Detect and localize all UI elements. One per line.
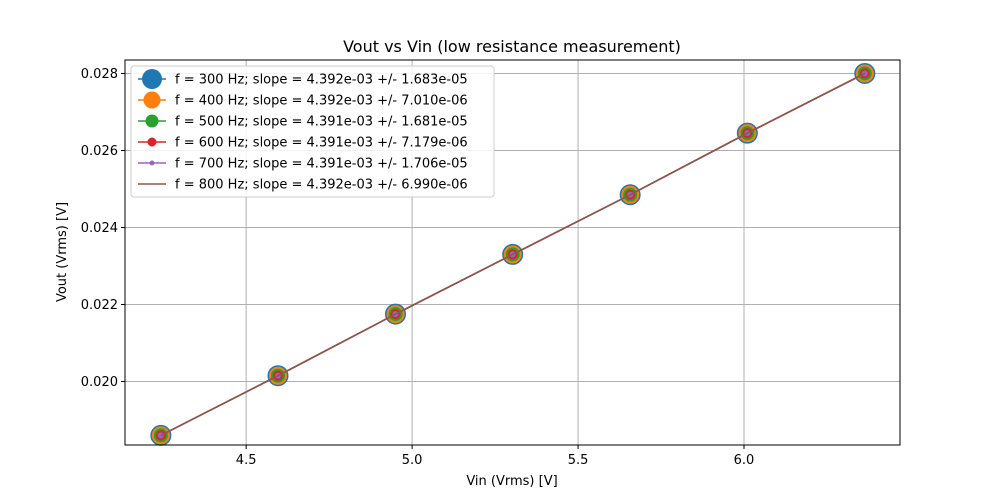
chart-title: Vout vs Vin (low resistance measurement)	[343, 37, 681, 56]
legend-box	[130, 65, 495, 198]
legend-label: f = 400 Hz; slope = 4.392e-03 +/- 7.010e…	[175, 94, 468, 109]
x-tick-label: 5.5	[568, 453, 589, 468]
legend-marker	[142, 69, 162, 89]
legend-entry: f = 500 Hz; slope = 4.391e-03 +/- 1.681e…	[138, 114, 468, 130]
y-tick-label: 0.026	[81, 144, 118, 159]
legend-entry: f = 700 Hz; slope = 4.391e-03 +/- 1.706e…	[138, 157, 468, 172]
x-tick-label: 6.0	[734, 453, 755, 468]
series-layer	[150, 62, 876, 446]
legend-entry: f = 600 Hz; slope = 4.391e-03 +/- 7.179e…	[138, 136, 468, 151]
legend-label: f = 300 Hz; slope = 4.392e-03 +/- 1.683e…	[175, 73, 468, 88]
legend-entry: f = 400 Hz; slope = 4.392e-03 +/- 7.010e…	[138, 91, 468, 109]
y-tick-label: 0.024	[81, 221, 118, 236]
legend-label: f = 600 Hz; slope = 4.391e-03 +/- 7.179e…	[175, 136, 468, 151]
plot-area-frame	[124, 59, 901, 446]
y-tick-label: 0.022	[81, 298, 118, 313]
x-tick-label: 4.5	[236, 453, 257, 468]
legend-marker	[147, 137, 157, 147]
x-tick-label: 5.0	[402, 453, 423, 468]
legend-label: f = 800 Hz; slope = 4.392e-03 +/- 6.990e…	[175, 178, 468, 193]
series-line	[160, 72, 866, 437]
legend-marker	[143, 91, 161, 109]
y-axis-ticks: 0.020 0.022 0.024 0.026 0.028	[81, 67, 125, 390]
y-tick-label: 0.028	[81, 67, 118, 82]
y-axis-label: Vout (Vrms) [V]	[55, 202, 70, 302]
legend-entry: f = 800 Hz; slope = 4.392e-03 +/- 6.990e…	[138, 178, 468, 193]
legend-label: f = 500 Hz; slope = 4.391e-03 +/- 1.681e…	[175, 115, 468, 130]
y-tick-label: 0.020	[81, 375, 118, 390]
legend-label: f = 700 Hz; slope = 4.391e-03 +/- 1.706e…	[175, 157, 468, 172]
legend-marker	[149, 160, 155, 166]
legend-marker	[145, 114, 159, 128]
series-6	[160, 72, 866, 437]
x-axis-ticks: 4.5 5.0 5.5 6.0	[236, 445, 755, 468]
x-axis-label: Vin (Vrms) [V]	[466, 474, 557, 489]
legend: f = 300 Hz; slope = 4.392e-03 +/- 1.683e…	[130, 65, 495, 198]
legend-entry: f = 300 Hz; slope = 4.392e-03 +/- 1.683e…	[138, 69, 468, 89]
